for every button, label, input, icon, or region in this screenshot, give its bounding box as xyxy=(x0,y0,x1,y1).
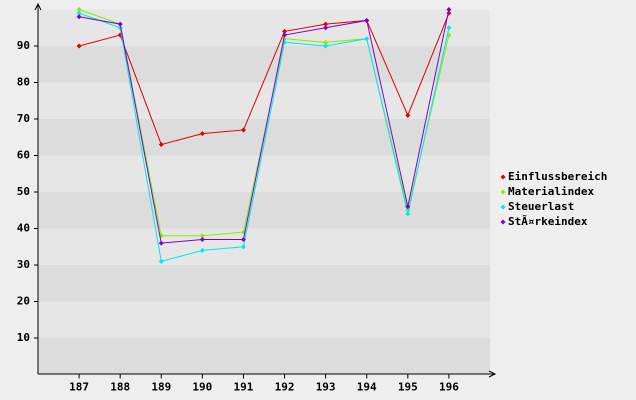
series-line xyxy=(79,9,450,244)
point xyxy=(76,43,82,49)
point xyxy=(323,21,329,27)
grid-band xyxy=(38,192,490,229)
point xyxy=(405,211,411,217)
x-tick-label: 194 xyxy=(357,381,377,394)
point xyxy=(364,17,370,23)
point xyxy=(158,142,164,148)
x-tick-label: 192 xyxy=(275,381,295,394)
series-line xyxy=(78,12,450,262)
point xyxy=(446,7,452,12)
legend-marker xyxy=(500,174,506,180)
legend-marker xyxy=(500,204,506,210)
point xyxy=(199,247,205,253)
y-tick-label: 50 xyxy=(17,185,30,198)
plot-bands xyxy=(38,9,490,375)
y-axis-arrow xyxy=(34,2,42,11)
legend-label: StÃ¤rkeindex xyxy=(508,215,588,228)
point xyxy=(199,233,205,239)
point xyxy=(76,14,82,20)
legend-marker xyxy=(500,189,506,195)
grid-band xyxy=(38,338,490,375)
grid-band xyxy=(38,301,490,338)
legend-label: Einflussbereich xyxy=(508,170,607,183)
plot xyxy=(76,7,452,264)
point xyxy=(76,7,82,12)
point xyxy=(199,236,205,242)
point xyxy=(446,25,452,31)
grid-band xyxy=(38,82,490,119)
y-tick-label: 10 xyxy=(17,331,30,344)
x-tick-label: 189 xyxy=(151,381,171,394)
point xyxy=(240,236,246,242)
point xyxy=(199,131,205,137)
point xyxy=(405,112,411,118)
y-tick-label: 80 xyxy=(17,76,30,89)
y-tick-label: 30 xyxy=(17,258,30,271)
point xyxy=(282,32,288,38)
point xyxy=(405,204,411,210)
x-tick-label: 190 xyxy=(192,381,212,394)
legend-label: Materialindex xyxy=(508,185,594,198)
point xyxy=(282,28,288,34)
point xyxy=(117,21,123,27)
x-tick-label: 193 xyxy=(316,381,336,394)
y-tick-label: 20 xyxy=(17,295,30,308)
grid-band xyxy=(38,265,490,302)
x-axis-arrow xyxy=(488,370,497,378)
x-tick-label: 188 xyxy=(110,381,130,394)
point xyxy=(364,36,370,42)
point xyxy=(323,39,329,45)
y-tick-label: 90 xyxy=(17,39,30,52)
point xyxy=(323,43,329,49)
x-tick-label: 187 xyxy=(69,381,89,394)
grid-band xyxy=(38,9,490,46)
x-tick-label: 195 xyxy=(398,381,418,394)
point xyxy=(76,10,82,16)
point xyxy=(240,127,246,133)
legend-label: Steuerlast xyxy=(508,200,574,213)
x-tick-label: 196 xyxy=(439,381,459,394)
series-line xyxy=(78,12,450,146)
point xyxy=(158,240,164,246)
point xyxy=(158,258,164,264)
x-tick-label: 191 xyxy=(234,381,254,394)
y-tick-label: 40 xyxy=(17,222,30,235)
point xyxy=(323,25,329,31)
legend-marker xyxy=(500,219,506,225)
grid-band xyxy=(38,155,490,192)
y-tick-label: 70 xyxy=(17,112,30,125)
y-tick-label: 60 xyxy=(17,149,30,162)
grid-band xyxy=(38,228,490,265)
point xyxy=(240,244,246,250)
grid-band xyxy=(38,46,490,83)
